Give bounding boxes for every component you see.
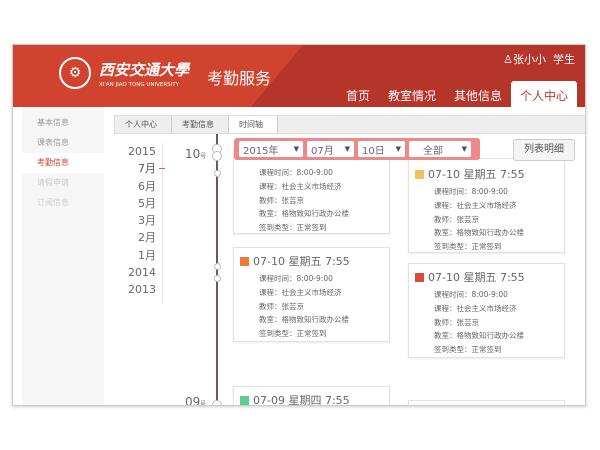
- month-1[interactable]: 1月: [138, 248, 156, 262]
- attendance-icon: [415, 169, 424, 179]
- sidebar: 基本信息 课表信息 考勤信息 请假申请 订阅信息: [22, 107, 104, 405]
- breadcrumb-timeline: 时间轴: [229, 116, 278, 133]
- nav-home[interactable]: 首页: [345, 89, 370, 103]
- year-2015[interactable]: 2015: [128, 145, 156, 158]
- month-6[interactable]: 6月: [138, 179, 156, 193]
- service-title: 考勤服务: [207, 69, 272, 88]
- month-3[interactable]: 3月: [138, 214, 156, 228]
- type-select[interactable]: 全部 ▼: [409, 141, 471, 157]
- timeline-dot: [214, 275, 221, 282]
- caret-down-icon: ▼: [461, 145, 467, 153]
- month-7[interactable]: 7月: [138, 162, 156, 176]
- list-detail-button[interactable]: 列表明细: [513, 139, 575, 161]
- sidebar-item-attendance[interactable]: 考勤信息: [22, 153, 104, 173]
- timeline-dot: [214, 263, 221, 270]
- nav-other[interactable]: 其他信息: [453, 89, 502, 103]
- year-select[interactable]: 2015年 ▼: [239, 141, 303, 157]
- day-label-10: 10号: [185, 147, 207, 161]
- caret-down-icon: ▼: [395, 145, 401, 153]
- sidebar-item-basic[interactable]: 基本信息: [37, 118, 69, 127]
- breadcrumb-attendance[interactable]: 考勤信息: [172, 116, 229, 133]
- year-2013[interactable]: 2013: [128, 283, 156, 297]
- attendance-card[interactable]: 07-10 星期五 7:55 课程时间：8:00-9:00 课程：社会主义市场经…: [408, 263, 565, 358]
- day-label-09: 09号: [185, 395, 207, 406]
- app-window: ⚙ 西安交通大學 XI'AN JIAO TONG UNIVERSITY 考勤服务…: [12, 44, 586, 406]
- attendance-icon: [240, 256, 249, 266]
- university-seal-icon: ⚙: [59, 57, 91, 89]
- attendance-card[interactable]: 课程时间：8:00-9:00 课程：社会主义市场经济 教师：张芸京 教室：格物致…: [233, 150, 390, 234]
- attendance-icon: [240, 395, 249, 405]
- breadcrumb-personal[interactable]: 个人中心: [115, 116, 172, 133]
- logo-en: XI'AN JIAO TONG UNIVERSITY: [99, 82, 179, 88]
- attendance-card[interactable]: [408, 400, 565, 405]
- caret-down-icon: ▼: [293, 145, 299, 153]
- user-icon: ♙: [503, 53, 513, 66]
- nav-personal[interactable]: 个人中心: [510, 81, 577, 107]
- user-name: 张小小: [513, 53, 546, 66]
- logo-cn: 西安交通大學: [99, 61, 190, 79]
- header: ⚙ 西安交通大學 XI'AN JIAO TONG UNIVERSITY 考勤服务…: [13, 45, 585, 107]
- timeline-dot: [214, 170, 221, 177]
- attendance-card[interactable]: 07-10 星期五 7:55 课程时间：8:00-9:00 课程：社会主义市场经…: [233, 247, 390, 342]
- caret-down-icon: ▼: [344, 145, 350, 153]
- user-role: 学生: [553, 53, 575, 66]
- date-filter-bar: 2015年 ▼ 07月 ▼ 10日 ▼ 全部 ▼: [234, 138, 480, 160]
- nav-classroom[interactable]: 教室情况: [387, 89, 436, 103]
- attendance-card[interactable]: 07-10 星期五 7:55 课程时间：8:00-9:00 课程：社会主义市场经…: [408, 158, 565, 253]
- breadcrumb: 个人中心 考勤信息 时间轴: [114, 115, 585, 134]
- main-nav: 首页 教室情况 其他信息 个人中心: [337, 81, 577, 107]
- timeline-dot: [212, 151, 222, 161]
- timeline-dot: [212, 400, 222, 405]
- month-select[interactable]: 07月 ▼: [307, 141, 354, 157]
- attendance-card[interactable]: 07-09 星期四 7:55: [233, 386, 390, 405]
- day-select[interactable]: 10日 ▼: [358, 141, 405, 157]
- month-5[interactable]: 5月: [138, 196, 156, 210]
- attendance-icon: [415, 272, 424, 282]
- sidebar-item-subscribe[interactable]: 订阅信息: [37, 198, 69, 207]
- year-month-index: 2015 7月 6月 5月 3月 2月 1月 2014 2013: [114, 143, 163, 303]
- current-marker: [159, 168, 165, 169]
- month-2[interactable]: 2月: [138, 231, 156, 245]
- user-info[interactable]: ♙张小小 学生: [503, 51, 575, 67]
- year-2014[interactable]: 2014: [128, 266, 156, 280]
- sidebar-item-schedule[interactable]: 课表信息: [37, 138, 69, 147]
- sidebar-item-leave[interactable]: 请假申请: [37, 178, 69, 187]
